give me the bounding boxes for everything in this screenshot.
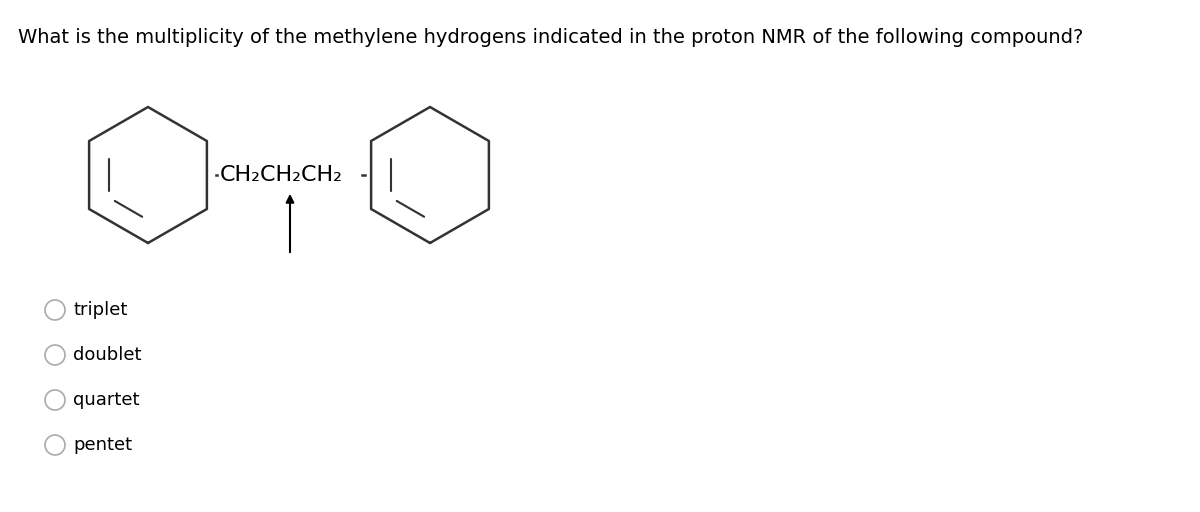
Text: pentet: pentet — [73, 436, 132, 454]
Text: quartet: quartet — [73, 391, 139, 409]
Text: doublet: doublet — [73, 346, 142, 364]
Text: What is the multiplicity of the methylene hydrogens indicated in the proton NMR : What is the multiplicity of the methylen… — [18, 28, 1084, 47]
Text: triplet: triplet — [73, 301, 127, 319]
Text: CH₂CH₂CH₂: CH₂CH₂CH₂ — [220, 165, 343, 185]
